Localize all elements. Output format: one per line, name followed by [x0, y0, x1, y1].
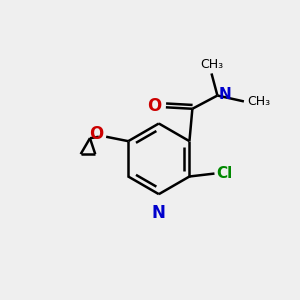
- Text: N: N: [219, 87, 232, 102]
- Text: N: N: [152, 205, 166, 223]
- Text: CH₃: CH₃: [200, 58, 223, 70]
- Text: CH₃: CH₃: [247, 95, 270, 108]
- Text: O: O: [89, 125, 103, 143]
- Text: O: O: [147, 97, 161, 115]
- Text: Cl: Cl: [216, 166, 232, 181]
